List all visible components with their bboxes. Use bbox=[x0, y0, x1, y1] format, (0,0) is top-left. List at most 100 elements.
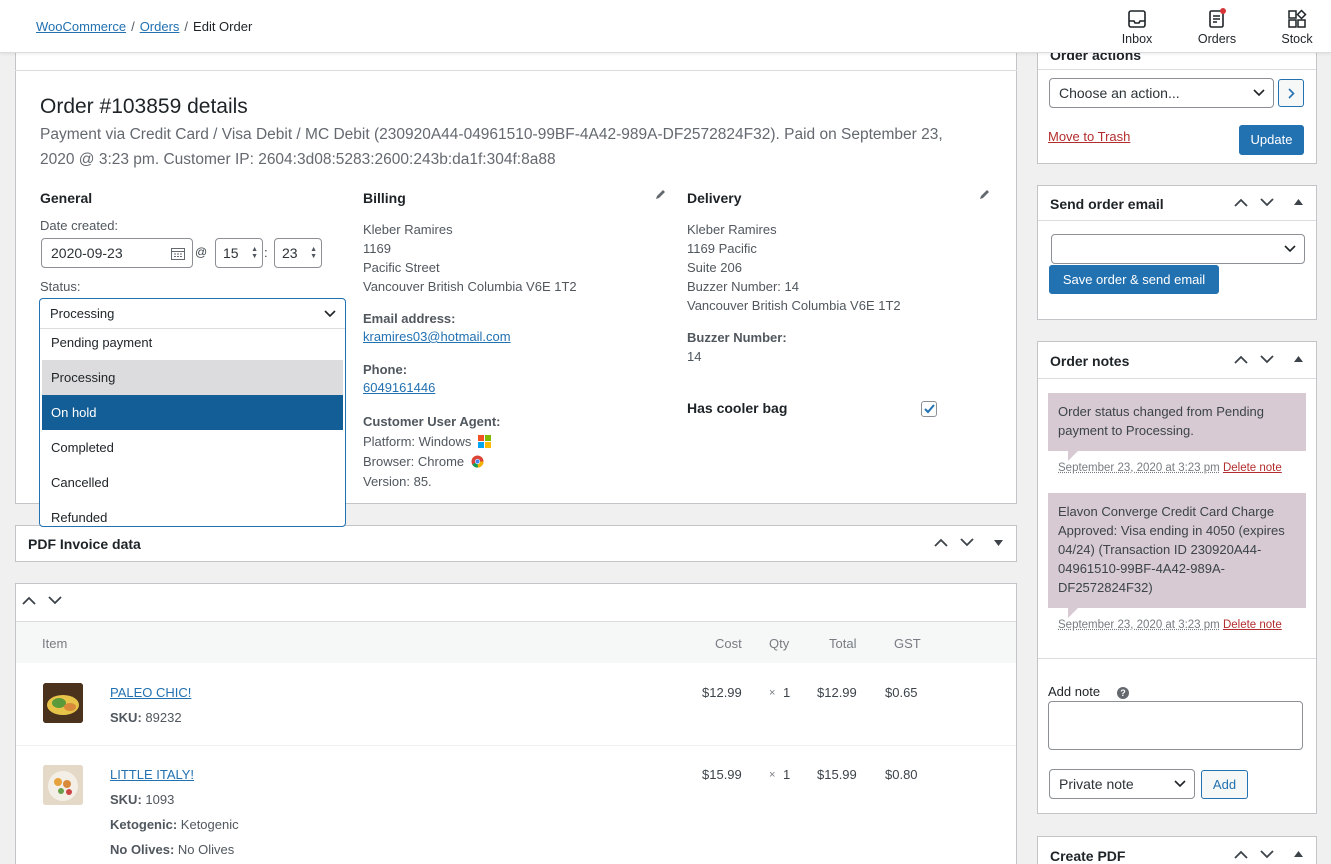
order-action-select[interactable]: Choose an action... bbox=[1049, 78, 1274, 108]
user-agent-label: Customer User Agent: bbox=[363, 414, 501, 429]
toggle-panel-icon[interactable] bbox=[1294, 851, 1303, 857]
edit-delivery-icon[interactable] bbox=[979, 189, 990, 200]
product-link[interactable]: PALEO CHIC! bbox=[110, 685, 192, 700]
toggle-panel-icon[interactable] bbox=[1294, 199, 1303, 205]
move-up-icon[interactable] bbox=[1234, 198, 1248, 207]
edit-billing-icon[interactable] bbox=[655, 189, 666, 200]
chevron-down-icon bbox=[1253, 89, 1265, 97]
breadcrumb: WooCommerce / Orders / Edit Order bbox=[36, 19, 252, 34]
status-select[interactable]: Processing Pending payment Processing On… bbox=[39, 298, 346, 527]
note-date: September 23, 2020 at 3:23 pm bbox=[1058, 462, 1220, 474]
add-note-textarea[interactable] bbox=[1048, 701, 1303, 750]
order-note: Order status changed from Pending paymen… bbox=[1048, 393, 1306, 461]
stock-icon bbox=[1288, 9, 1307, 28]
sku-value: 89232 bbox=[145, 710, 182, 725]
chevron-right-icon bbox=[1288, 88, 1295, 99]
toggle-panel-icon[interactable] bbox=[1294, 356, 1303, 362]
email-template-select[interactable] bbox=[1051, 234, 1305, 264]
move-up-icon[interactable] bbox=[22, 596, 36, 605]
move-down-icon[interactable] bbox=[960, 538, 974, 547]
move-down-icon[interactable] bbox=[1260, 355, 1274, 364]
stepper-icon[interactable]: ▲ ▼ bbox=[310, 246, 317, 260]
billing-heading: Billing bbox=[363, 190, 406, 206]
windows-icon bbox=[478, 435, 491, 448]
add-note-label: Add note bbox=[1048, 684, 1101, 699]
billing-name: Kleber Ramires bbox=[363, 222, 453, 237]
status-option-cancelled[interactable]: Cancelled bbox=[51, 475, 109, 490]
product-link[interactable]: LITTLE ITALY! bbox=[110, 767, 195, 782]
order-note: Elavon Converge Credit Card Charge Appro… bbox=[1048, 493, 1306, 618]
orders-icon bbox=[1209, 10, 1224, 28]
chrome-icon bbox=[471, 455, 484, 468]
meta-key: Ketogenic: bbox=[110, 817, 178, 832]
item-cost: $15.99 bbox=[702, 767, 742, 782]
delivery-name: Kleber Ramires bbox=[687, 222, 777, 237]
divider bbox=[1038, 69, 1316, 70]
cooler-bag-checkbox[interactable] bbox=[921, 401, 937, 417]
status-option-processing[interactable]: Processing bbox=[42, 360, 343, 395]
sku-value: 1093 bbox=[145, 792, 175, 807]
add-note-button[interactable]: Add bbox=[1201, 770, 1248, 799]
delete-note-link[interactable]: Delete note bbox=[1222, 619, 1282, 631]
item-cost: $12.99 bbox=[702, 685, 742, 700]
pdf-invoice-heading: PDF Invoice data bbox=[28, 536, 141, 552]
phone-link[interactable]: 6049161446 bbox=[363, 380, 436, 395]
breadcrumb-orders[interactable]: Orders bbox=[139, 19, 180, 34]
stock-button[interactable]: Stock bbox=[1267, 8, 1327, 46]
minute-input[interactable]: 23 ▲ ▼ bbox=[274, 238, 322, 268]
divider bbox=[1038, 220, 1316, 221]
order-notes-heading: Order notes bbox=[1050, 353, 1130, 369]
col-item: Item bbox=[42, 636, 68, 651]
note-type-select[interactable]: Private note bbox=[1049, 769, 1195, 799]
inbox-button[interactable]: Inbox bbox=[1107, 8, 1167, 46]
hour-input[interactable]: 15 ▲ ▼ bbox=[215, 238, 263, 268]
status-option-on-hold[interactable]: On hold bbox=[42, 395, 343, 430]
move-down-icon[interactable] bbox=[48, 596, 62, 605]
date-value: 2020-09-23 bbox=[51, 245, 123, 261]
move-to-trash-link[interactable]: Move to Trash bbox=[1048, 129, 1131, 144]
email-link[interactable]: kramires03@hotmail.com bbox=[363, 329, 511, 344]
orders-button[interactable]: Orders bbox=[1187, 8, 1247, 46]
move-down-icon[interactable] bbox=[1260, 198, 1274, 207]
inbox-icon bbox=[1128, 10, 1146, 28]
inbox-label: Inbox bbox=[1121, 32, 1153, 46]
save-send-email-button[interactable]: Save order & send email bbox=[1049, 265, 1219, 294]
delete-note-link[interactable]: Delete note bbox=[1222, 462, 1282, 474]
item-meta: Ketogenic: Ketogenic bbox=[110, 817, 239, 832]
status-option-pending[interactable]: Pending payment bbox=[51, 335, 153, 350]
create-pdf-panel: Create PDF bbox=[1037, 836, 1317, 864]
help-icon[interactable]: ? bbox=[1117, 687, 1129, 699]
item-total: $12.99 bbox=[817, 685, 857, 700]
col-cost: Cost bbox=[715, 636, 742, 651]
payment-line-2: 2020 @ 3:23 pm. Customer IP: 2604:3d08:5… bbox=[40, 151, 556, 168]
order-title: Order #103859 details bbox=[40, 95, 248, 118]
move-down-icon[interactable] bbox=[1260, 850, 1274, 859]
payment-info: Payment via Credit Card / Visa Debit / M… bbox=[40, 122, 1000, 172]
pdf-invoice-panel: PDF Invoice data bbox=[15, 525, 1017, 562]
date-created-input[interactable]: 2020-09-23 bbox=[41, 238, 193, 268]
status-option-refunded[interactable]: Refunded bbox=[51, 510, 108, 525]
buzzer-value: 14 bbox=[687, 349, 702, 364]
item-qty: 1 bbox=[783, 685, 791, 700]
product-sku: SKU: 1093 bbox=[110, 792, 174, 807]
date-created-label: Date created: bbox=[40, 218, 119, 233]
breadcrumb-separator: / bbox=[184, 19, 189, 34]
product-thumbnail bbox=[43, 765, 83, 805]
apply-action-button[interactable] bbox=[1278, 79, 1304, 107]
move-up-icon[interactable] bbox=[1234, 850, 1248, 859]
stepper-icon[interactable]: ▲ ▼ bbox=[251, 246, 258, 260]
food-image-icon bbox=[43, 765, 83, 805]
divider bbox=[1038, 658, 1316, 659]
billing-line: Vancouver British Columbia V6E 1T2 bbox=[363, 279, 577, 294]
breadcrumb-woocommerce[interactable]: WooCommerce bbox=[36, 19, 127, 34]
toggle-panel-icon[interactable] bbox=[994, 540, 1003, 546]
billing-address: Kleber Ramires 1169 Pacific Street Vanco… bbox=[363, 220, 577, 296]
move-up-icon[interactable] bbox=[934, 538, 948, 547]
item-qty: 1 bbox=[783, 767, 791, 782]
platform-value: Platform: Windows bbox=[363, 434, 472, 449]
meta-value: No Olives bbox=[177, 842, 235, 857]
status-option-completed[interactable]: Completed bbox=[51, 440, 114, 455]
calendar-icon[interactable] bbox=[171, 247, 185, 260]
move-up-icon[interactable] bbox=[1234, 355, 1248, 364]
update-button[interactable]: Update bbox=[1239, 125, 1304, 155]
